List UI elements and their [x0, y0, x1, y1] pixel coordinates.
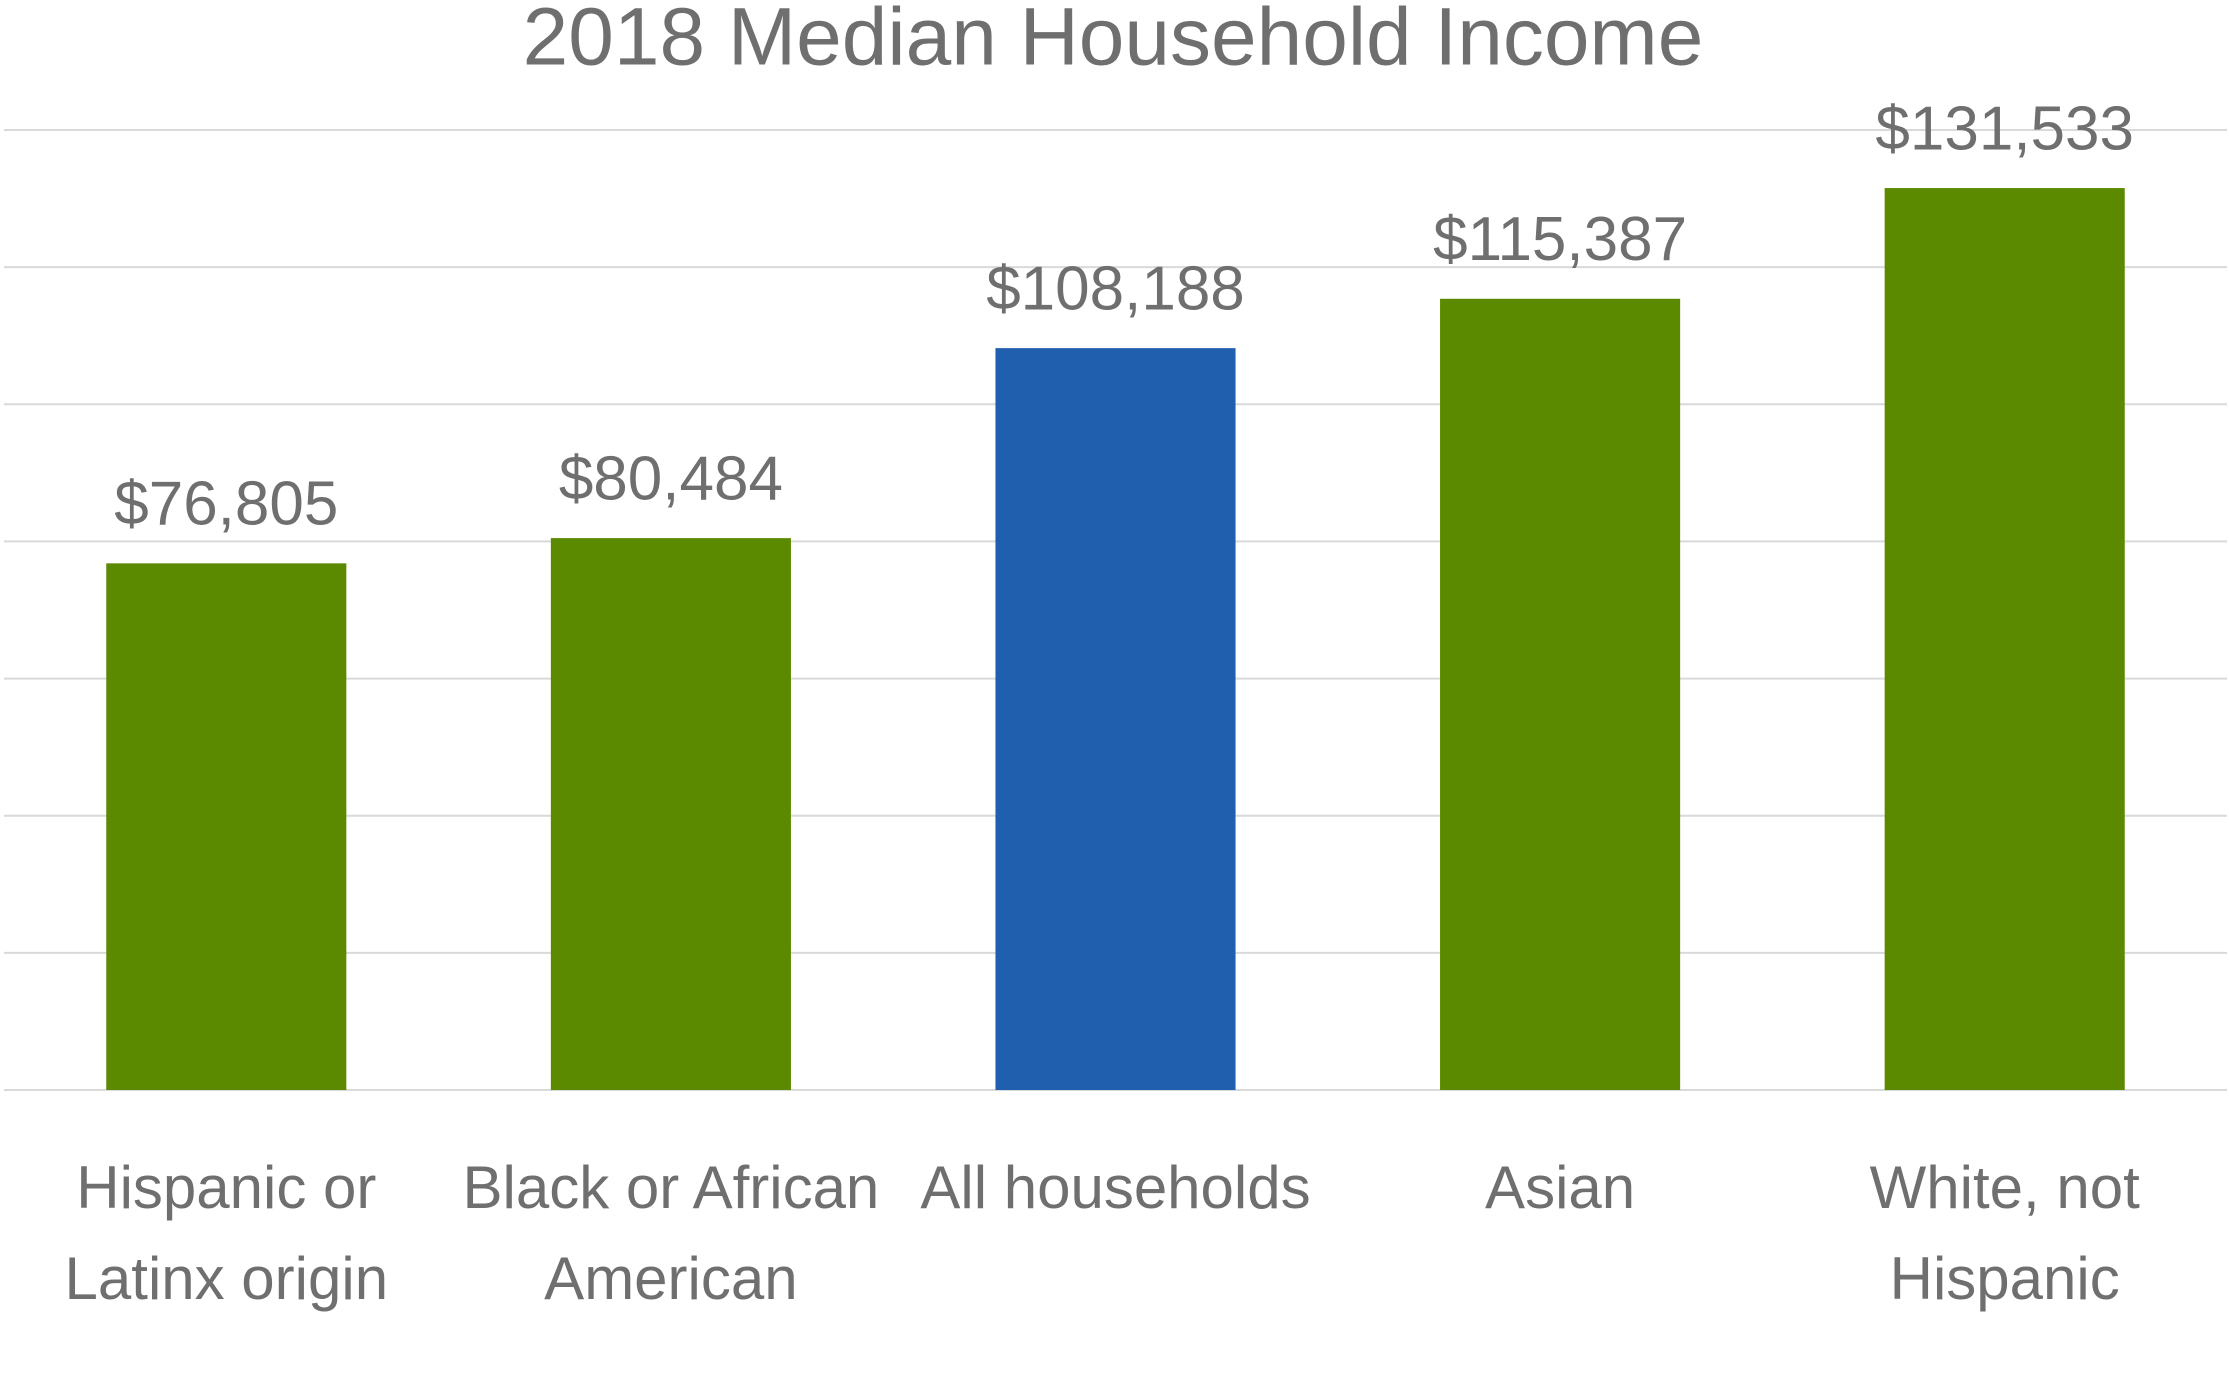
bar — [106, 563, 347, 1090]
x-tick-label: Hispanic or Latinx origin — [64, 1154, 389, 1312]
x-tick-label: Black or African American — [462, 1154, 880, 1312]
data-label: $76,805 — [114, 470, 338, 539]
chart-title: 2018 Median Household Income — [523, 0, 1704, 83]
data-label: $131,533 — [1875, 94, 2134, 163]
data-label: $80,484 — [559, 444, 783, 513]
x-tick-label: Asian — [1485, 1154, 1636, 1221]
data-label: $108,188 — [986, 255, 1245, 324]
data-label: $115,387 — [1433, 205, 1687, 274]
bar — [995, 348, 1236, 1091]
x-tick-label: White, not Hispanic — [1869, 1154, 2140, 1312]
bar — [1884, 188, 2125, 1090]
x-tick-label: All households — [920, 1154, 1311, 1221]
bar — [550, 538, 791, 1090]
bar — [1440, 298, 1681, 1090]
